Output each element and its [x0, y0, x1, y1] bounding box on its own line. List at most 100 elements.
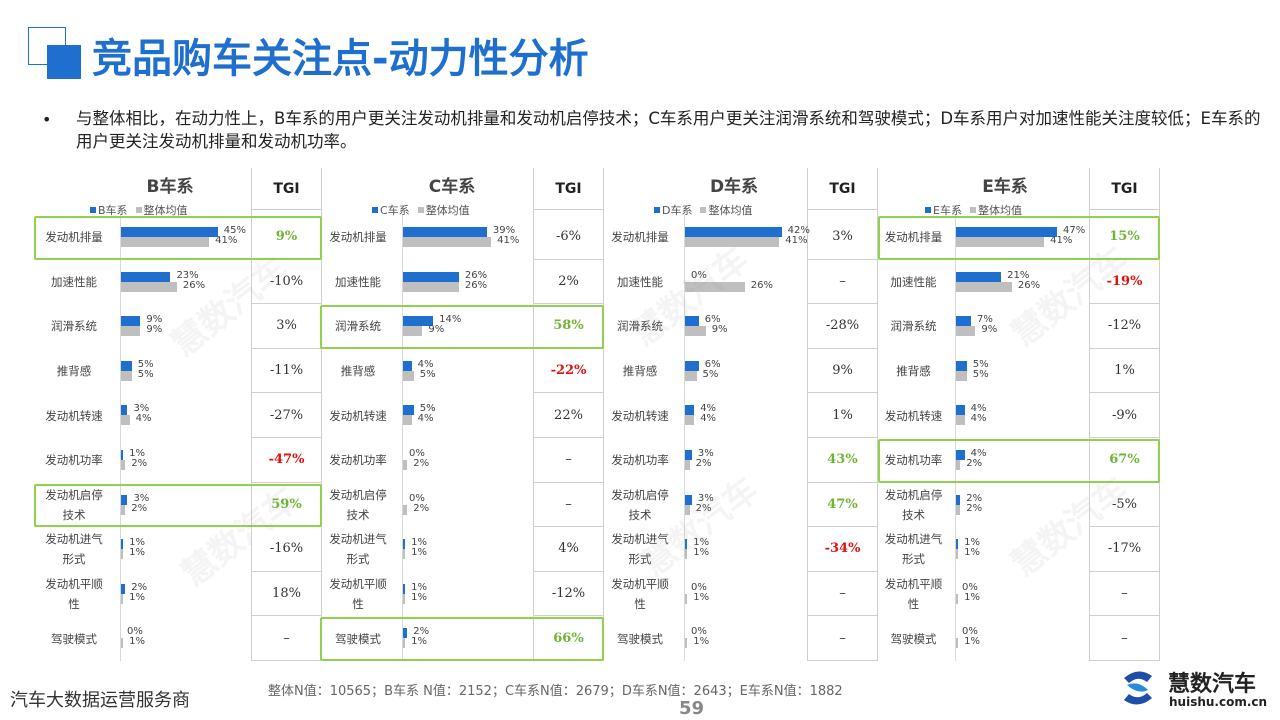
category-label-line: 发动机功率 — [884, 453, 943, 468]
bar-overall — [403, 593, 406, 604]
bar-value-label: 21% — [1007, 269, 1030, 281]
bar-value-label: 4% — [700, 403, 717, 415]
category-label: 发动机排量 — [32, 215, 116, 260]
category-label-line: 发动机功率 — [45, 453, 103, 468]
bar-value-label: 5% — [702, 368, 719, 380]
bar-overall — [403, 281, 459, 292]
category-label: 发动机功率 — [876, 438, 951, 483]
bar-overall — [403, 370, 414, 381]
category-label-line: 发动机启停 — [329, 487, 387, 502]
tgi-value: 4% — [534, 527, 603, 572]
bar-value-label: 5% — [972, 368, 989, 380]
bar-value-label: 4% — [970, 413, 987, 425]
category-label-line: 驾驶模式 — [335, 631, 381, 646]
tgi-value: 1% — [808, 393, 877, 438]
highlight-box — [320, 305, 604, 349]
footer-tagline: 汽车大数据运营服务商 — [10, 690, 190, 711]
chart-axis-line — [120, 215, 121, 661]
bar-series — [685, 360, 699, 371]
category-label-line: 驾驶模式 — [51, 631, 97, 646]
bar-overall — [956, 504, 961, 515]
bar-series — [121, 405, 128, 416]
bar-series — [121, 583, 126, 594]
bar-value-label: 1% — [411, 591, 428, 603]
category-label-line: 技术 — [628, 507, 652, 522]
legend-overall: 整体均值 — [700, 202, 752, 218]
bar-value-label: 2% — [413, 502, 430, 514]
category-label: 推背感 — [600, 349, 680, 394]
chart-title: C车系 — [428, 177, 476, 197]
bar-overall — [685, 638, 688, 649]
bar-overall — [685, 370, 697, 381]
bar-series — [685, 405, 695, 416]
bar-value-label: 42% — [787, 225, 810, 236]
category-label-line: 发动机平顺 — [884, 577, 943, 592]
category-label-line: 加速性能 — [51, 274, 97, 289]
bar-value-label: 3% — [697, 448, 714, 459]
category-label: 发动机排量 — [318, 215, 398, 260]
tgi-value: 9% — [808, 349, 877, 394]
bar-overall — [685, 237, 780, 247]
category-label-line: 性 — [352, 597, 364, 612]
legend-overall: 整体均值 — [135, 202, 188, 218]
category-label-line: 发动机排量 — [329, 230, 387, 245]
category-label-line: 加速性能 — [335, 274, 381, 289]
chart-legend: C车系 整体均值 — [372, 202, 470, 218]
category-label: 推背感 — [318, 349, 398, 394]
category-label-line: 驾驶模式 — [617, 631, 663, 646]
bar-overall — [956, 326, 976, 337]
bar-overall — [403, 504, 408, 515]
category-label-line: 发动机转速 — [884, 408, 943, 423]
bar-overall — [121, 504, 126, 515]
bar-series — [403, 405, 414, 416]
bar-series — [956, 494, 961, 505]
category-label-line: 发动机进气 — [884, 532, 943, 547]
bar-series — [685, 227, 782, 237]
chart-axis-line — [955, 215, 956, 661]
bar-value-label: 14% — [439, 314, 462, 326]
legend-series: C车系 — [372, 202, 410, 218]
page-title: 竞品购车关注点-动力性分析 — [92, 36, 589, 82]
tgi-value: – — [534, 438, 603, 483]
bar-overall — [685, 460, 690, 470]
category-label: 发动机转速 — [876, 393, 951, 438]
category-label: 驾驶模式 — [876, 616, 951, 661]
legend-label: 整体均值 — [977, 204, 1022, 217]
bar-value-label: 1% — [129, 448, 146, 459]
category-label-line: 发动机转速 — [329, 408, 387, 423]
legend-swatch — [969, 207, 976, 213]
category-label: 发动机平顺性 — [318, 572, 398, 617]
bar-series — [403, 628, 408, 639]
bar-overall — [121, 415, 130, 426]
tgi-value: -5% — [1090, 483, 1159, 528]
legend-swatch — [372, 207, 378, 213]
bar-series — [685, 316, 699, 327]
tgi-value: – — [808, 572, 877, 617]
bar-series — [121, 227, 218, 237]
bar-value-label: 1% — [693, 636, 710, 648]
category-label-line: 形式 — [902, 552, 925, 567]
category-label: 加速性能 — [318, 260, 398, 305]
bar-value-label: 2% — [413, 458, 430, 469]
category-label: 发动机启停 技术 — [600, 483, 680, 528]
category-label-line: 发动机启停 — [611, 487, 669, 502]
legend-swatch — [417, 207, 424, 213]
bar-series — [956, 227, 1058, 237]
legend-series: D车系 — [654, 202, 692, 218]
bar-overall — [121, 593, 124, 604]
bar-value-label: 0% — [127, 626, 143, 638]
bar-overall — [685, 549, 688, 560]
bar-value-label: 1% — [411, 537, 428, 549]
legend-label: E车系 — [933, 204, 962, 217]
chart-title: D车系 — [709, 177, 759, 197]
category-label: 发动机进气 形式 — [318, 527, 398, 572]
tgi-value: – — [534, 483, 603, 528]
bar-value-label: 2% — [131, 581, 148, 593]
bar-series — [956, 360, 967, 371]
category-label-line: 性 — [907, 597, 920, 612]
tgi-value: 3% — [808, 215, 877, 260]
tgi-header: TGI — [808, 168, 877, 210]
bar-series — [403, 316, 434, 327]
bar-overall — [956, 415, 965, 426]
tgi-value: -28% — [808, 304, 877, 349]
